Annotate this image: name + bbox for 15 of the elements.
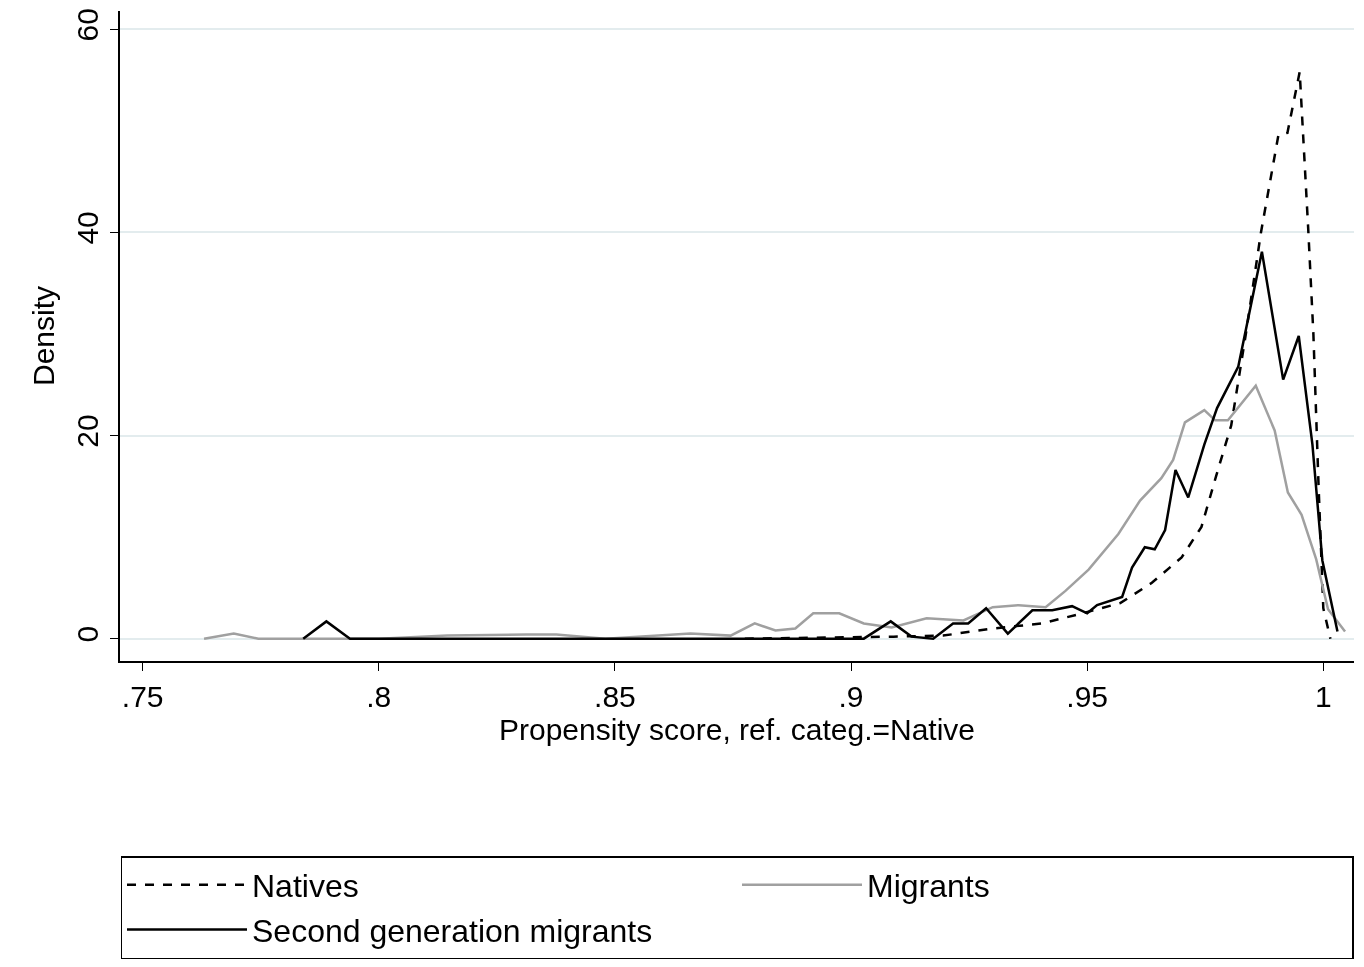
x-tick-label: .75 — [121, 679, 164, 713]
x-tick-label: .9 — [838, 679, 864, 713]
legend-label: Second generation migrants — [252, 912, 653, 949]
legend-label: Migrants — [867, 868, 990, 905]
x-tick-label: .95 — [1066, 679, 1109, 713]
x-tick-label: .8 — [366, 679, 392, 713]
y-tick-label: 20 — [71, 414, 105, 448]
x-tick-label: 1 — [1314, 679, 1332, 713]
y-tick-label: 60 — [71, 8, 105, 42]
y-tick-label: 40 — [71, 211, 105, 245]
y-tick-label: 0 — [71, 625, 105, 643]
x-tick-label: .85 — [594, 679, 636, 713]
legend-label: Natives — [252, 868, 359, 905]
x-axis-title: Propensity score, ref. categ.=Native — [498, 712, 976, 746]
y-axis-title: Density — [26, 285, 60, 387]
